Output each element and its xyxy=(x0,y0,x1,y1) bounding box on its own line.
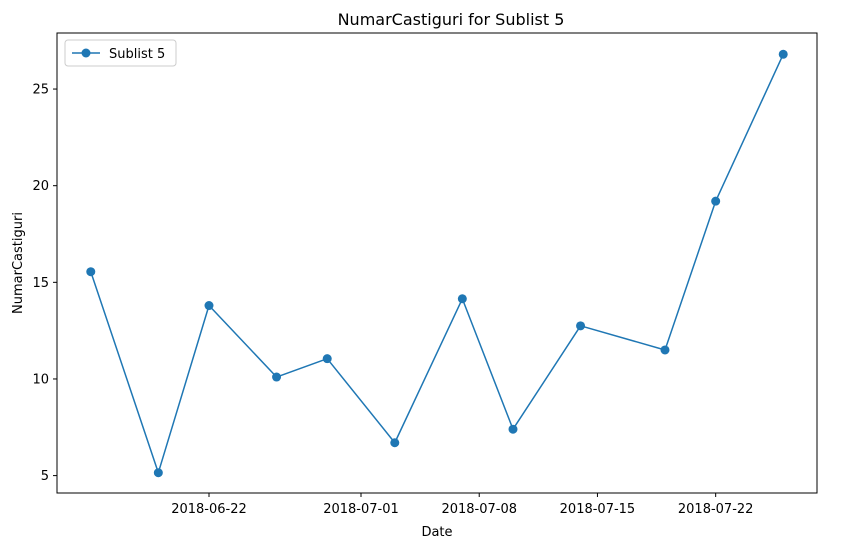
data-point xyxy=(86,267,96,277)
x-tick-label: 2018-06-22 xyxy=(171,502,247,517)
plot-area-frame xyxy=(56,32,818,494)
chart-title: NumarCastiguri for Sublist 5 xyxy=(338,10,565,29)
x-tick-label: 2018-07-01 xyxy=(323,502,399,517)
data-point xyxy=(576,321,586,331)
legend: Sublist 5 xyxy=(64,39,177,67)
data-point xyxy=(272,372,282,382)
legend-label: Sublist 5 xyxy=(109,47,165,62)
data-point xyxy=(778,49,788,59)
data-point xyxy=(457,294,467,304)
series-layer xyxy=(86,49,788,478)
data-point xyxy=(660,345,670,355)
data-point xyxy=(711,196,721,206)
data-point xyxy=(153,468,163,478)
x-tick-label: 2018-07-08 xyxy=(441,502,517,517)
y-tick-label: 25 xyxy=(32,83,49,98)
x-tick-label: 2018-07-22 xyxy=(678,502,754,517)
series-line xyxy=(90,53,784,474)
data-point xyxy=(204,301,214,311)
x-tick-label: 2018-07-15 xyxy=(560,502,636,517)
y-tick-label: 5 xyxy=(41,469,49,484)
legend-box xyxy=(64,39,177,67)
data-point xyxy=(508,424,518,434)
y-tick-label: 15 xyxy=(32,276,49,291)
x-axis: 2018-06-22 2018-07-01 2018-07-08 2018-07-15… xyxy=(171,493,753,517)
y-axis: 5 10 15 20 25 xyxy=(32,83,57,484)
data-point xyxy=(322,354,332,364)
y-tick-label: 10 xyxy=(32,372,49,387)
legend-marker xyxy=(81,48,91,58)
data-point xyxy=(390,438,400,448)
y-tick-label: 20 xyxy=(32,179,49,194)
y-axis-label: NumarCastiguri xyxy=(11,212,26,314)
x-axis-label: Date xyxy=(421,525,452,540)
